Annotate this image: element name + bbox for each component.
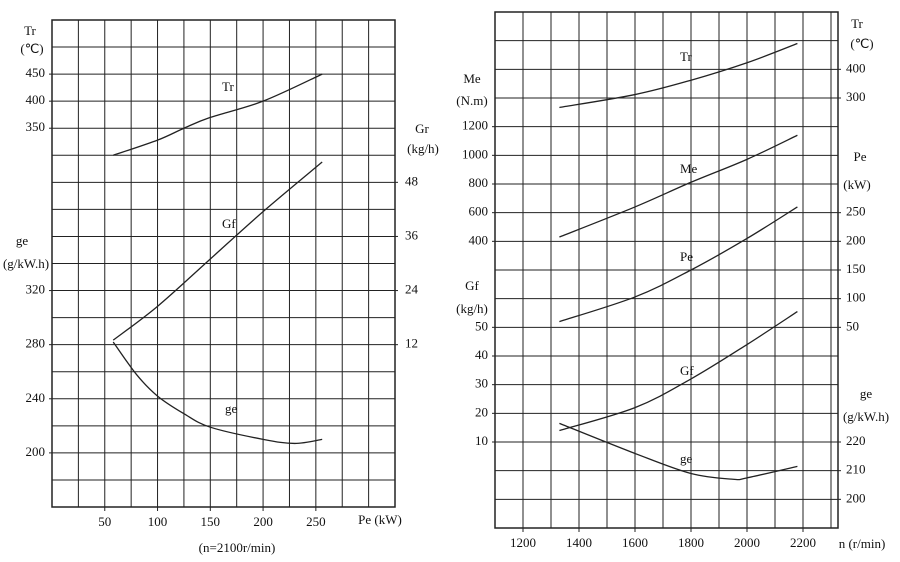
curve <box>112 341 323 445</box>
y-tick-label: 250 <box>846 204 866 219</box>
curve-label: ge <box>680 451 693 466</box>
y-tick-label: 280 <box>26 336 46 351</box>
axis-name: Gr <box>415 121 429 136</box>
y-tick-label: 1000 <box>462 146 488 161</box>
y-tick-label: 40 <box>475 347 488 362</box>
note: (n=2100r/min) <box>199 540 276 555</box>
x-tick-label: 2000 <box>734 535 760 550</box>
curve <box>559 206 798 323</box>
y-tick-label: 400 <box>846 60 866 75</box>
x-tick-label: 50 <box>98 514 111 529</box>
y-tick-label: 150 <box>846 261 866 276</box>
x-tick-label: 1400 <box>566 535 592 550</box>
y-tick-label: 220 <box>846 433 866 448</box>
curve-label: Gf <box>222 216 236 231</box>
axis-unit: (℃) <box>850 36 873 51</box>
curve-label: Tr <box>222 79 234 94</box>
y-tick-label: 12 <box>405 336 418 351</box>
y-tick-label: 600 <box>469 204 489 219</box>
y-tick-label: 800 <box>469 175 489 190</box>
axis-name: Pe <box>854 149 867 164</box>
curve <box>113 73 323 156</box>
axis-name: Tr <box>851 16 863 31</box>
y-tick-label: 400 <box>469 232 489 247</box>
curve <box>559 422 798 481</box>
y-tick-label: 10 <box>475 433 488 448</box>
axis-unit: (N.m) <box>456 93 487 108</box>
curve-label: Me <box>680 161 698 176</box>
x-tick-label: 1200 <box>510 535 536 550</box>
curve-label: Gf <box>680 363 694 378</box>
axis-name: ge <box>860 386 873 401</box>
y-tick-label: 36 <box>405 227 419 242</box>
curve <box>559 311 798 432</box>
x-tick-label: 2200 <box>790 535 816 550</box>
y-tick-label: 240 <box>26 390 46 405</box>
curve-label: Pe <box>680 249 693 264</box>
curve-label: Tr <box>680 49 692 64</box>
y-tick-label: 50 <box>846 318 859 333</box>
y-tick-label: 320 <box>26 282 46 297</box>
x-tick-label: 150 <box>201 514 221 529</box>
x-axis-label: n (r/min) <box>839 536 886 551</box>
axis-name: Gf <box>465 278 479 293</box>
y-tick-label: 200 <box>846 232 866 247</box>
y-tick-label: 450 <box>26 65 46 80</box>
axis-name: Me <box>463 71 481 86</box>
axis-unit: (g/kW.h) <box>843 409 889 424</box>
axis-unit: (g/kW.h) <box>3 256 49 271</box>
x-tick-label: 100 <box>148 514 168 529</box>
x-axis-label: Pe (kW) <box>358 512 402 527</box>
plot-frame <box>494 11 839 529</box>
curve <box>112 161 323 341</box>
y-tick-label: 200 <box>26 444 46 459</box>
y-tick-label: 20 <box>475 404 488 419</box>
y-tick-label: 50 <box>475 318 488 333</box>
y-tick-label: 200 <box>846 490 866 505</box>
y-tick-label: 350 <box>26 119 46 134</box>
axis-name: Tr <box>24 23 36 38</box>
x-tick-label: 200 <box>253 514 273 529</box>
axis-unit: (kg/h) <box>456 301 488 316</box>
y-tick-label: 400 <box>26 92 46 107</box>
curve-label: ge <box>225 401 238 416</box>
y-tick-label: 300 <box>846 89 866 104</box>
y-tick-label: 1200 <box>462 118 488 133</box>
curve <box>559 42 798 109</box>
axis-unit: (kW) <box>843 177 870 192</box>
y-tick-label: 30 <box>475 376 488 391</box>
y-tick-label: 100 <box>846 290 866 305</box>
x-tick-label: 1800 <box>678 535 704 550</box>
x-tick-label: 1600 <box>622 535 648 550</box>
axis-unit: (℃) <box>20 41 43 56</box>
curve <box>559 134 798 238</box>
plot-frame <box>51 19 396 508</box>
axis-unit: (kg/h) <box>407 141 439 156</box>
y-tick-label: 210 <box>846 462 866 477</box>
y-tick-label: 48 <box>405 173 418 188</box>
x-tick-label: 250 <box>306 514 326 529</box>
axis-name: ge <box>16 233 29 248</box>
y-tick-label: 24 <box>405 282 419 297</box>
